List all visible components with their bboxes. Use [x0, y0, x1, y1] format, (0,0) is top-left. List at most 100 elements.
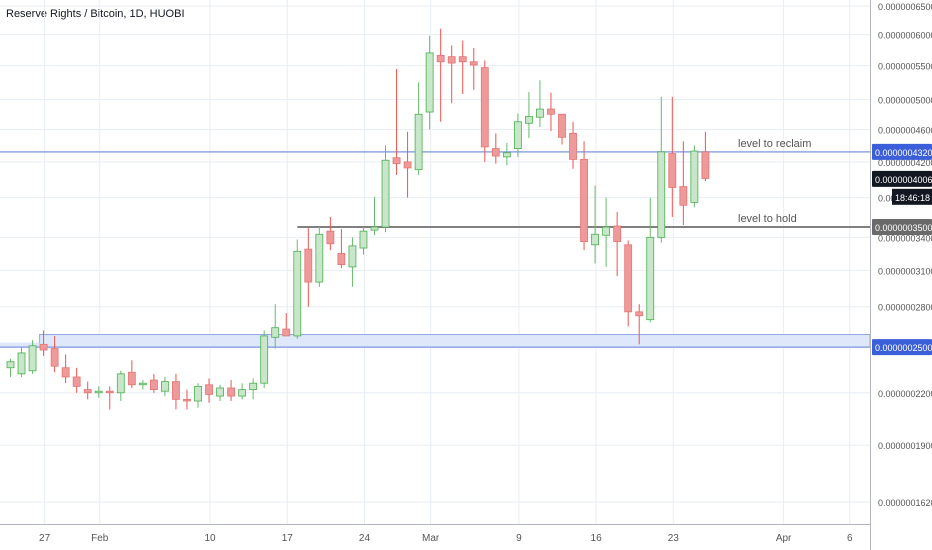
candle-body-down — [282, 328, 291, 337]
y-tick-label: 0.0000001900 — [878, 441, 932, 451]
candle-body-up — [348, 245, 357, 268]
x-tick-label: 23 — [668, 533, 680, 544]
level-price-badge-text: 0.0000003500 — [875, 223, 932, 233]
y-tick-label: 0.0000004600 — [878, 125, 932, 135]
x-tick-label: Mar — [422, 533, 440, 544]
candle-body-up — [657, 151, 666, 238]
candle-body-down — [326, 230, 335, 245]
candle-body-up — [216, 387, 224, 397]
candle-body-down — [569, 132, 577, 160]
candle-body-down — [480, 67, 489, 148]
candle-body-up — [6, 361, 15, 369]
candle-body-down — [635, 311, 644, 317]
candle-body-up — [536, 108, 544, 118]
candle-body-up — [271, 327, 280, 338]
y-tick-label: 0.0000002800 — [878, 303, 932, 313]
grid — [0, 0, 870, 524]
level-price-badge — [872, 143, 932, 160]
candle-body-down — [205, 384, 213, 395]
level-price-badge — [872, 219, 932, 236]
candle-body-down — [172, 381, 180, 400]
zone-box — [39, 334, 871, 348]
y-tick-label: 0.0000006500 — [878, 2, 932, 12]
current-price-badge-text: 0.0000004006 — [875, 175, 932, 185]
x-tick-label: Feb — [91, 533, 109, 544]
current-price-badge — [872, 170, 932, 187]
y-tick-label: 0.0000003100 — [878, 266, 932, 276]
candle-body-down — [580, 158, 588, 243]
support-zone — [0, 334, 871, 348]
candle-body-up — [260, 335, 269, 384]
candle-body-down — [668, 153, 677, 188]
candle-body-down — [403, 161, 412, 169]
zone-box-left — [0, 342, 40, 348]
y-tick-label: 0.0000004200 — [878, 158, 932, 168]
candle-body-down — [83, 389, 92, 394]
y-tick-label: 0.0000005000 — [878, 96, 932, 106]
candle-body-up — [525, 116, 533, 124]
y-tick-label: 0.0000002200 — [878, 389, 932, 399]
y-tick-label: 0.0000003400 — [878, 233, 932, 243]
candle-body-down — [304, 248, 313, 283]
candle-body-up — [502, 152, 511, 158]
zone-price-badge-text: 0.0000002500 — [875, 343, 932, 353]
candle-body-down — [149, 379, 158, 390]
y-tick-label: 0.0000005500 — [878, 62, 932, 72]
x-tick-label: Apr — [776, 533, 792, 544]
candle-body-up — [138, 382, 147, 386]
candle-body-down — [624, 244, 633, 313]
x-tick-label: 6 — [847, 533, 853, 544]
candle-body-up — [161, 381, 169, 392]
candle-body-up — [690, 150, 699, 203]
candle-body-up — [28, 345, 37, 372]
candle-body-up — [194, 385, 202, 402]
candle-body-down — [392, 157, 401, 165]
x-tick-label: 16 — [591, 533, 603, 544]
candle-body-down — [183, 398, 191, 402]
x-tick-label: 10 — [204, 533, 216, 544]
candle-body-up — [359, 230, 368, 249]
level-price-badge-text: 0.0000004320 — [875, 148, 932, 158]
candle-body-down — [547, 108, 555, 115]
candle-body-up — [425, 52, 434, 113]
candle-body-up — [249, 382, 258, 390]
candle-body-up — [513, 121, 522, 149]
x-tick-label: 17 — [282, 533, 294, 544]
candle-body-down — [61, 367, 70, 378]
candle-body-down — [436, 55, 445, 63]
candle-body-down — [72, 376, 81, 387]
candle-body-down — [39, 343, 48, 351]
candle-body-down — [679, 186, 688, 206]
candle-body-down — [458, 56, 467, 63]
candle-body-up — [315, 233, 324, 283]
x-tick-label: 27 — [39, 533, 51, 544]
candle-body-down — [613, 225, 622, 243]
y-tick-label: 0.0000001620 — [878, 498, 932, 508]
candles — [6, 28, 710, 410]
candle-body-down — [469, 61, 478, 66]
candle-body-up — [381, 159, 390, 228]
candle-body-up — [116, 373, 125, 394]
candle-body-up — [94, 390, 103, 394]
x-tick-label: 24 — [359, 533, 371, 544]
x-tick-label: 9 — [516, 533, 522, 544]
candle-body-down — [701, 151, 710, 179]
candle-body-down — [491, 148, 500, 157]
candle-body-up — [602, 226, 611, 236]
countdown-badge — [892, 188, 932, 205]
zone-price-badge — [872, 339, 932, 356]
candle-body-up — [293, 250, 302, 337]
candle-body-down — [50, 348, 59, 367]
candle-body-down — [558, 113, 566, 138]
candle-body-up — [17, 352, 26, 375]
candle-body-up — [414, 113, 423, 171]
candle-body-down — [447, 56, 456, 64]
level-label: level to reclaim — [738, 138, 811, 150]
y-tick-label: 0.0000006000 — [878, 31, 932, 41]
candle-body-up — [591, 233, 599, 246]
level-label: level to hold — [738, 213, 797, 225]
candle-body-down — [337, 253, 346, 266]
candle-body-down — [227, 387, 236, 397]
